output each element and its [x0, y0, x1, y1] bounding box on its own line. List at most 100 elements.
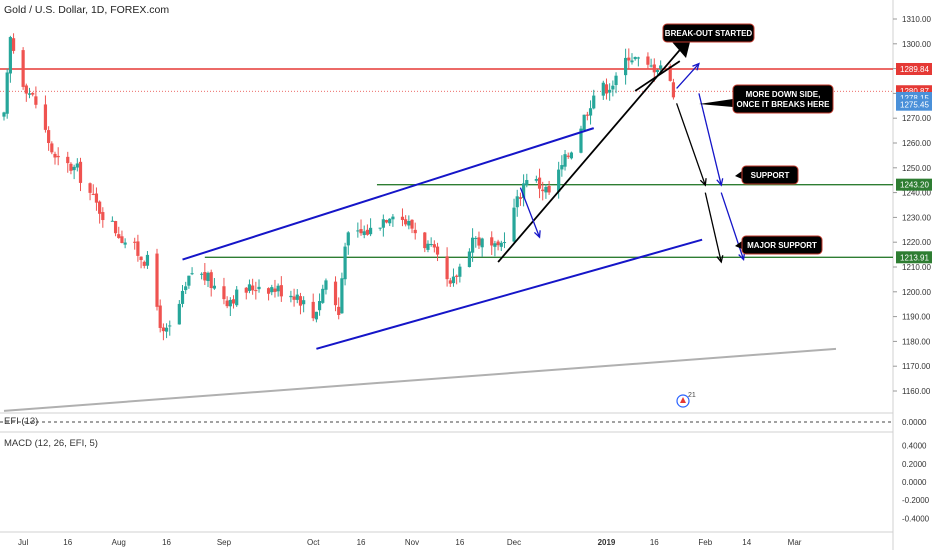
candle-body	[493, 243, 497, 247]
candle-body	[659, 65, 663, 69]
candle-body	[496, 241, 500, 246]
macd-tick-label: -0.2000	[902, 496, 930, 505]
candle-body	[155, 253, 159, 307]
candle-body	[78, 161, 83, 183]
x-tick-label: 2019	[598, 538, 616, 547]
candle-body	[110, 220, 114, 222]
candle-body	[222, 286, 226, 300]
candlestick-series	[2, 33, 676, 341]
trendlines	[3, 38, 837, 412]
candle-body	[66, 156, 70, 164]
candle-body	[378, 227, 382, 229]
y-tick-label: 1180.00	[902, 337, 931, 346]
channel-lower	[316, 238, 703, 350]
candle-body	[470, 237, 475, 253]
candle-body	[91, 193, 95, 195]
macd-tick-label: 0.2000	[902, 460, 927, 469]
candle-body	[611, 85, 615, 90]
macd-label: MACD (12, 26, EFI, 5)	[4, 438, 98, 449]
candle-body	[518, 197, 523, 199]
candle-body	[47, 130, 51, 144]
candle-body	[579, 128, 583, 153]
arrow-head	[716, 255, 724, 264]
candle-body	[136, 241, 140, 256]
candle-body	[426, 243, 430, 250]
candle-body	[365, 229, 370, 235]
candle-body	[384, 219, 389, 223]
channel-upper	[182, 127, 595, 261]
arrow-head	[699, 178, 707, 187]
candle-body	[200, 273, 204, 275]
y-tick-label: 1260.00	[902, 139, 931, 148]
candle-body	[515, 196, 519, 208]
candle-body	[270, 287, 274, 293]
chart-title: Gold / U.S. Dollar, 1D, FOREX.com	[4, 4, 169, 16]
candle-body	[53, 153, 57, 158]
candle-body	[24, 85, 28, 94]
x-tick-label: 16	[357, 538, 366, 547]
macd-tick-label: -0.4000	[902, 514, 930, 523]
long-term-trendline	[3, 347, 837, 412]
candle-body	[161, 327, 165, 332]
candle-body	[314, 311, 318, 320]
projection-arrows	[519, 62, 746, 264]
candle-body	[139, 256, 143, 261]
macd-scale: 0.4000 0.2000 0.0000 -0.2000 -0.4000	[902, 442, 930, 524]
y-tick-label: 1240.00	[902, 189, 931, 198]
level-price-tag	[896, 251, 932, 264]
candle-body	[407, 220, 411, 226]
candle-body	[522, 183, 526, 199]
callout-tail	[699, 99, 733, 107]
candle-body	[429, 244, 433, 246]
candle-body	[298, 296, 303, 306]
callout-text: ONCE IT BREAKS HERE	[737, 100, 831, 109]
price-scale: 1310.001300.001290.001280.001270.001260.…	[893, 15, 932, 396]
candle-body	[381, 219, 385, 228]
candle-body	[646, 56, 650, 65]
candle-body	[21, 50, 25, 87]
callout-box	[741, 235, 823, 255]
candle-body	[630, 60, 634, 63]
candle-body	[614, 75, 618, 86]
x-tick-label: 16	[63, 538, 72, 547]
candle-body	[69, 163, 73, 171]
annotations: BREAK-OUT STARTED MORE DOWN SIDE,ONCE IT …	[662, 23, 834, 255]
candle-body	[279, 285, 283, 297]
candle-body	[337, 306, 341, 315]
event-badge[interactable]: 21	[676, 392, 696, 408]
candle-body	[98, 201, 102, 214]
y-tick-label: 1190.00	[902, 313, 931, 322]
y-tick-label: 1200.00	[902, 288, 931, 297]
candle-body	[56, 155, 60, 158]
candle-body	[11, 38, 16, 51]
candle-body	[582, 114, 586, 131]
candle-body	[608, 89, 612, 93]
candle-body	[592, 95, 596, 109]
level-price-tag	[896, 178, 932, 191]
candle-body	[225, 300, 229, 307]
candle-body	[588, 108, 593, 116]
callout-tail	[735, 241, 742, 249]
callout-tail	[672, 42, 690, 58]
candle-body	[448, 280, 452, 284]
y-tick-label: 1170.00	[902, 362, 931, 371]
candle-body	[480, 238, 484, 248]
candle-body	[534, 179, 538, 181]
candle-body	[490, 237, 494, 246]
candle-body	[168, 325, 172, 327]
callout-tail	[735, 171, 742, 179]
candle-body	[624, 57, 628, 76]
candle-body	[474, 238, 478, 240]
price-tag-label: 1278.15	[900, 94, 929, 103]
candle-body	[423, 232, 427, 249]
candle-body	[346, 232, 350, 246]
candle-body	[537, 177, 542, 189]
candle-body	[627, 57, 631, 61]
candle-body	[477, 237, 481, 246]
candle-body	[180, 290, 185, 304]
candle-body	[254, 290, 258, 292]
candle-body	[547, 186, 551, 193]
candle-body	[190, 273, 194, 275]
